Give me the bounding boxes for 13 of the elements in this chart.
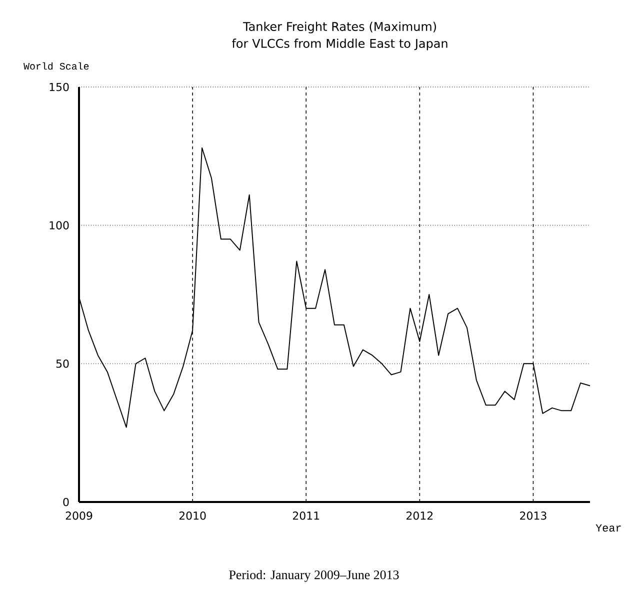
y-tick-label: 100 (50, 221, 69, 230)
y-tick-label: 150 (50, 82, 69, 92)
x-tick-label: 2010 (179, 512, 206, 520)
chart-title: Tanker Freight Rates (Maximum) for VLCCs from Middle East to Japan (232, 22, 448, 50)
text: Period: January 2009–June 2013 (229, 570, 399, 582)
x-tick-label: 2011 (292, 512, 320, 520)
y-tick-label: 0 (63, 498, 69, 506)
x-axis-title: Year (596, 524, 621, 532)
y-axis-title: World Scale (24, 62, 89, 70)
x-tick-label: 2013 (520, 512, 546, 520)
y-tick-label: 50 (56, 360, 69, 368)
x-tick-label: 2012 (406, 512, 433, 520)
x-tick-label: 2009 (66, 512, 92, 520)
